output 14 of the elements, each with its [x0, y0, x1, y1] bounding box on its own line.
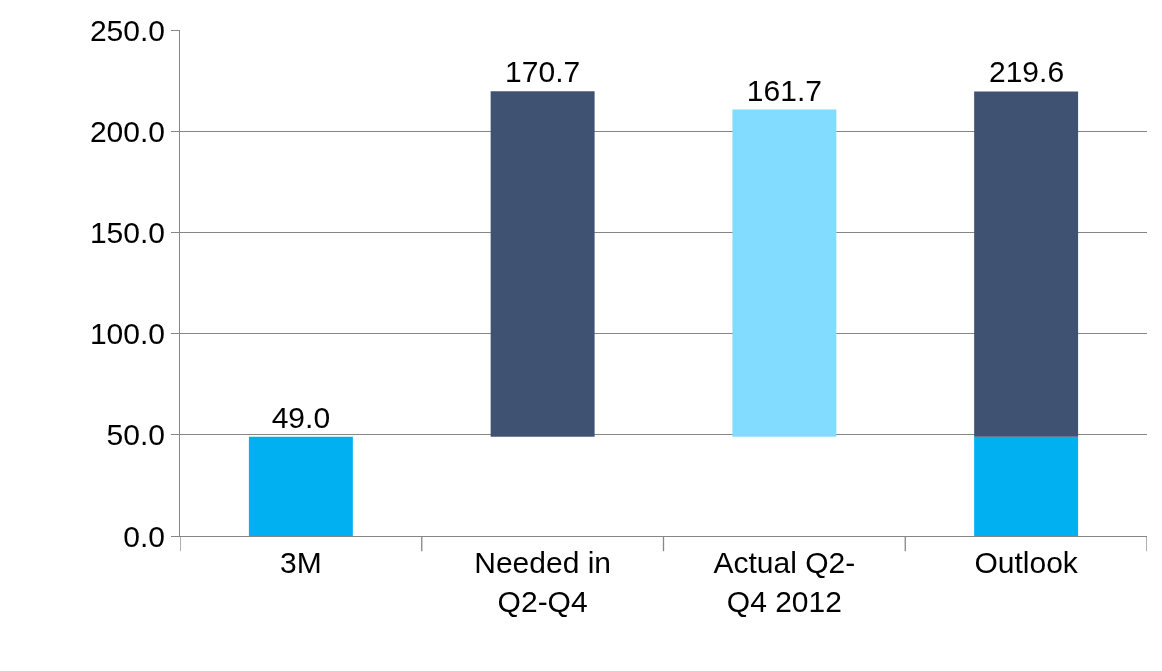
- x-tick-label: Outlook: [974, 546, 1079, 579]
- data-label: 49.0: [271, 400, 331, 434]
- y-tick-label: 200.0: [89, 114, 165, 148]
- x-tick-label: Actual Q2- Q4 2012: [713, 546, 856, 618]
- total-label: 219.6: [989, 55, 1065, 88]
- y-tick-label: 50.0: [106, 418, 165, 452]
- data-label: 161.7: [746, 73, 822, 107]
- x-tick-label: 3M: [280, 546, 322, 579]
- y-tick-label: 0.0: [123, 519, 165, 553]
- data-label: 170.7: [505, 55, 581, 89]
- y-tick-label: 250.0: [89, 13, 165, 47]
- x-tick-label: Needed in Q2-Q4: [474, 546, 612, 618]
- y-tick-label: 150.0: [89, 215, 165, 249]
- y-tick-label: 100.0: [89, 317, 165, 351]
